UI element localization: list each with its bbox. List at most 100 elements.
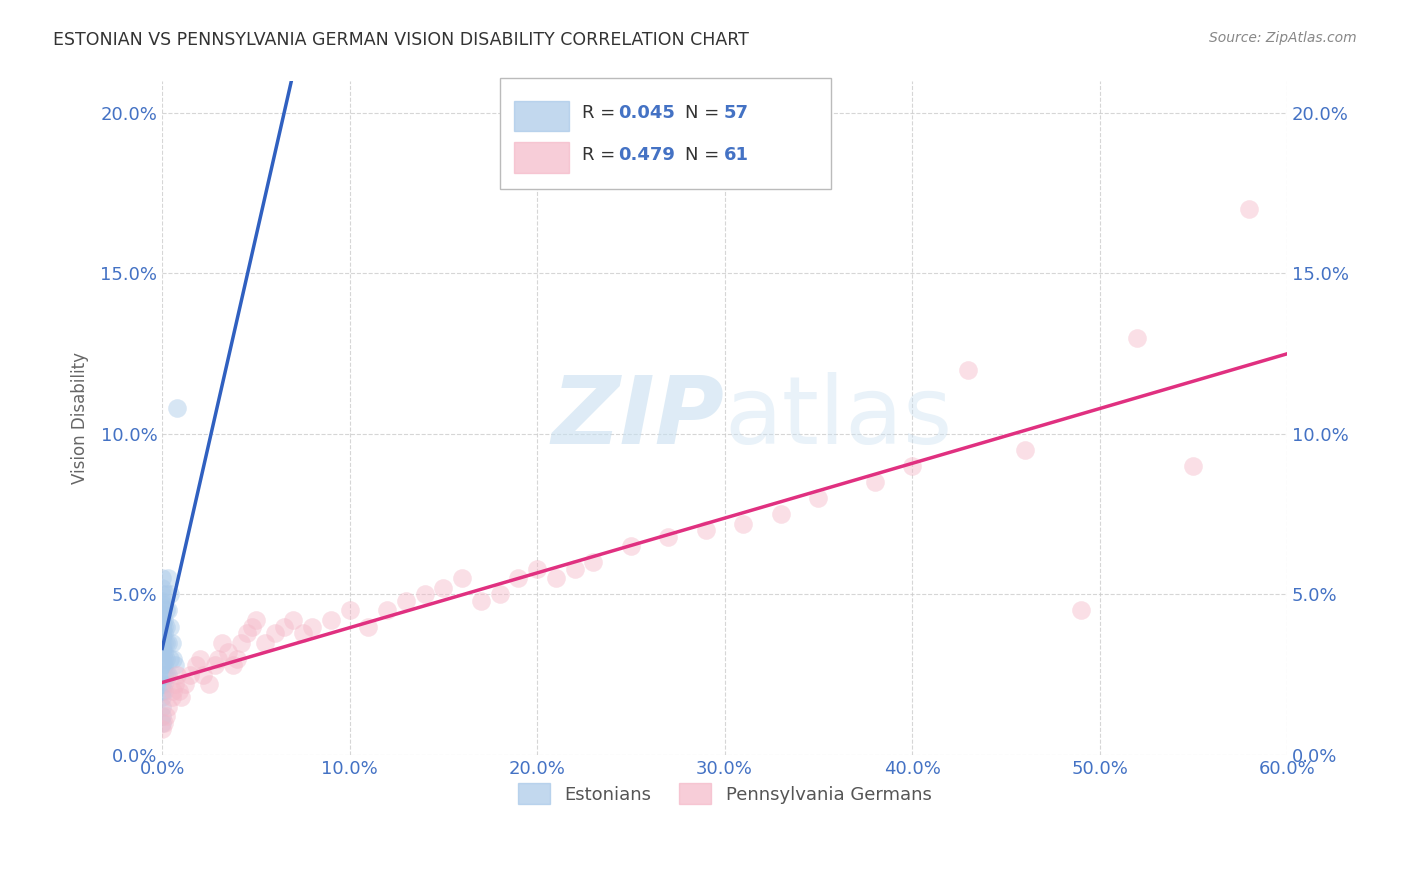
Point	[375, 603, 398, 617]
Point	[153, 619, 176, 633]
Point	[155, 651, 177, 665]
FancyBboxPatch shape	[499, 78, 831, 189]
Point	[150, 677, 173, 691]
Point	[167, 683, 190, 698]
Point	[1014, 442, 1036, 457]
FancyBboxPatch shape	[515, 101, 569, 131]
Point	[165, 658, 187, 673]
Point	[150, 616, 173, 631]
Point	[150, 600, 173, 615]
Point	[1070, 603, 1092, 617]
Text: Source: ZipAtlas.com: Source: ZipAtlas.com	[1209, 31, 1357, 45]
Point	[155, 603, 177, 617]
Point	[240, 619, 263, 633]
Text: atlas: atlas	[724, 372, 953, 464]
Point	[1182, 458, 1205, 473]
Point	[162, 683, 184, 698]
Point	[229, 635, 252, 649]
Point	[544, 571, 567, 585]
Point	[166, 401, 188, 416]
Point	[508, 571, 530, 585]
Point	[863, 475, 886, 489]
Point	[198, 677, 221, 691]
Point	[207, 651, 229, 665]
Point	[150, 613, 173, 627]
Point	[166, 667, 188, 681]
Point	[222, 658, 245, 673]
Point	[159, 651, 181, 665]
Point	[695, 523, 717, 537]
Point	[153, 683, 176, 698]
Point	[470, 594, 492, 608]
Point	[526, 562, 548, 576]
Text: 0.045: 0.045	[617, 104, 675, 122]
Point	[657, 530, 679, 544]
Point	[150, 629, 173, 643]
Point	[153, 635, 176, 649]
Point	[150, 587, 173, 601]
Point	[582, 555, 605, 569]
Point	[153, 626, 176, 640]
Text: ESTONIAN VS PENNSYLVANIA GERMAN VISION DISABILITY CORRELATION CHART: ESTONIAN VS PENNSYLVANIA GERMAN VISION D…	[53, 31, 749, 49]
Legend: Estonians, Pennsylvania Germans: Estonians, Pennsylvania Germans	[509, 774, 941, 814]
Text: 57: 57	[724, 104, 748, 122]
Point	[153, 658, 176, 673]
Point	[413, 587, 436, 601]
Point	[150, 683, 173, 698]
Point	[150, 594, 173, 608]
Point	[150, 610, 173, 624]
Point	[254, 635, 277, 649]
Point	[283, 613, 305, 627]
Point	[156, 667, 179, 681]
Point	[150, 690, 173, 705]
Point	[155, 619, 177, 633]
Point	[150, 723, 173, 737]
Point	[211, 635, 233, 649]
Point	[357, 619, 380, 633]
Point	[156, 571, 179, 585]
Point	[226, 651, 249, 665]
Point	[160, 635, 183, 649]
Point	[488, 587, 510, 601]
Point	[153, 645, 176, 659]
Point	[193, 667, 215, 681]
Point	[395, 594, 418, 608]
Point	[204, 658, 226, 673]
Point	[564, 562, 586, 576]
Point	[217, 645, 239, 659]
Point	[165, 677, 187, 691]
Text: R =: R =	[582, 146, 620, 164]
Point	[150, 581, 173, 595]
Point	[301, 619, 323, 633]
Point	[159, 587, 181, 601]
Point	[150, 645, 173, 659]
Point	[179, 667, 201, 681]
Point	[1239, 202, 1261, 217]
Point	[807, 491, 830, 505]
Point	[155, 667, 177, 681]
Point	[150, 632, 173, 647]
Point	[273, 619, 295, 633]
Point	[150, 597, 173, 611]
Point	[319, 613, 342, 627]
Point	[160, 690, 183, 705]
Point	[150, 651, 173, 665]
Point	[150, 603, 173, 617]
Point	[339, 603, 361, 617]
Point	[150, 571, 173, 585]
Point	[150, 619, 173, 633]
Point	[291, 626, 314, 640]
Point	[957, 363, 980, 377]
Point	[162, 651, 184, 665]
Point	[620, 539, 643, 553]
Point	[733, 516, 755, 531]
Point	[150, 699, 173, 714]
Point	[150, 639, 173, 653]
Point	[235, 626, 257, 640]
Point	[170, 690, 193, 705]
Point	[451, 571, 474, 585]
Point	[188, 651, 211, 665]
Point	[155, 635, 177, 649]
Point	[153, 667, 176, 681]
Point	[150, 642, 173, 657]
